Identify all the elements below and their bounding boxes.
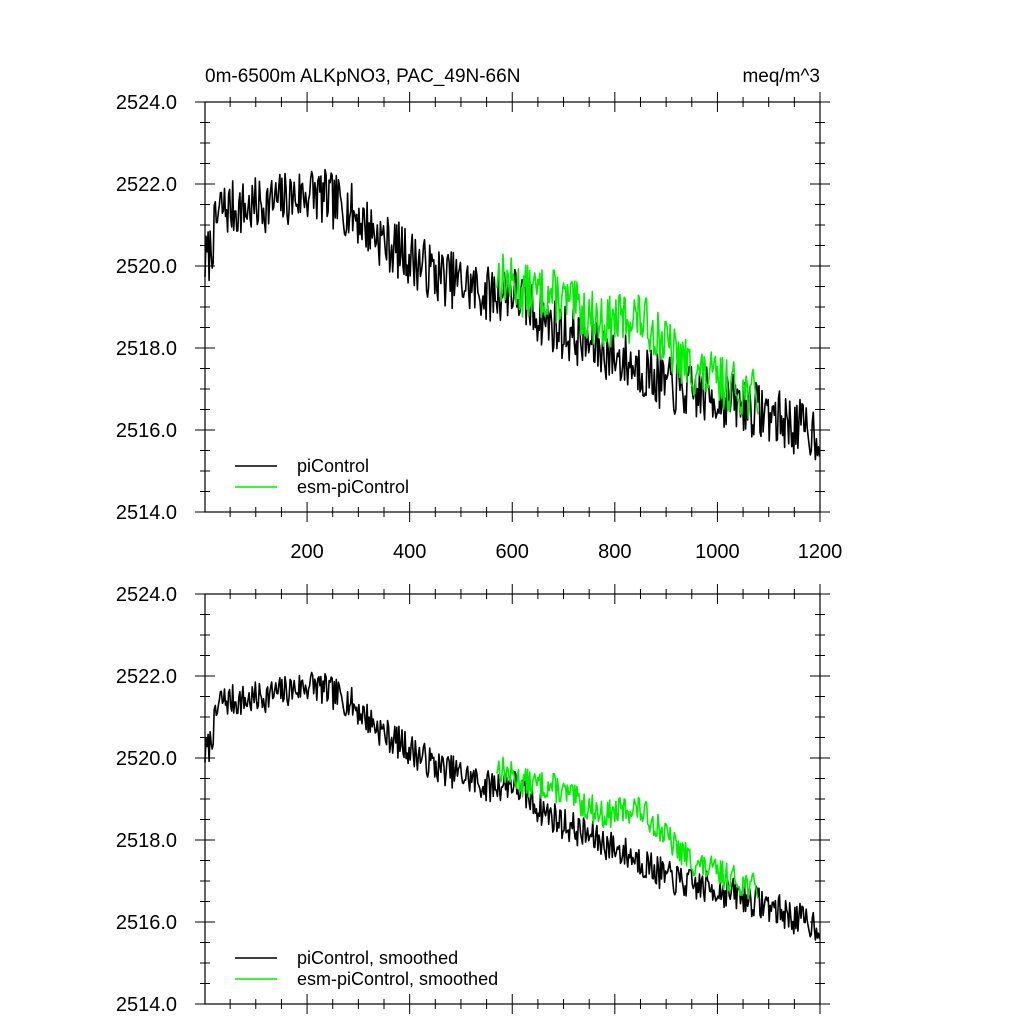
top-panel-x-tick-labels: 200 400 600 800 1000 1200 [290,541,842,563]
bottom-panel: 2514.0 2516.0 2518.0 2520.0 2522.0 2524.0 piC… [116,584,830,1016]
series-line-picontrol [204,168,821,461]
top-panel-series [204,168,821,461]
x-tick-label: 200 [290,541,323,563]
y-tick-label: 2522.0 [116,666,177,688]
legend-label: piControl [297,456,369,476]
x-tick-label: 1000 [695,541,740,563]
y-tick-label: 2516.0 [116,912,177,934]
bottom-panel-frame [204,593,821,1005]
top-panel-y-tick-labels: 2514.0 2516.0 2518.0 2520.0 2522.0 2524.0 [116,92,177,524]
y-tick-label: 2520.0 [116,256,177,278]
top-panel-frame [204,101,821,513]
bottom-panel-y-tick-labels: 2514.0 2516.0 2518.0 2520.0 2522.0 2524.0 [116,584,177,1016]
series-line-picontrol [204,671,821,941]
series-line-esm-picontrol [496,756,760,900]
x-tick-label: 600 [496,541,529,563]
y-tick-label: 2514.0 [116,502,177,524]
y-tick-label: 2518.0 [116,830,177,852]
top-panel: 0m-6500m ALKpNO3, PAC_49N-66N meq/m^3 25… [116,66,842,563]
y-tick-label: 2520.0 [116,748,177,770]
top-panel-units: meq/m^3 [742,66,820,87]
legend-label: esm-piControl, smoothed [297,969,498,989]
y-tick-label: 2524.0 [116,584,177,606]
y-tick-label: 2522.0 [116,174,177,196]
x-tick-label: 400 [393,541,426,563]
y-tick-label: 2514.0 [116,994,177,1016]
legend-label: piControl, smoothed [297,948,458,968]
bottom-panel-series [204,671,821,941]
bottom-panel-ticks [195,584,830,1014]
x-tick-label: 1200 [798,541,843,563]
legend-label: esm-piControl [297,477,409,497]
x-tick-label: 800 [598,541,631,563]
y-tick-label: 2524.0 [116,92,177,114]
series-line-esm-picontrol [496,253,760,420]
y-tick-label: 2518.0 [116,338,177,360]
top-panel-title: 0m-6500m ALKpNO3, PAC_49N-66N [205,66,520,87]
y-tick-label: 2516.0 [116,420,177,442]
